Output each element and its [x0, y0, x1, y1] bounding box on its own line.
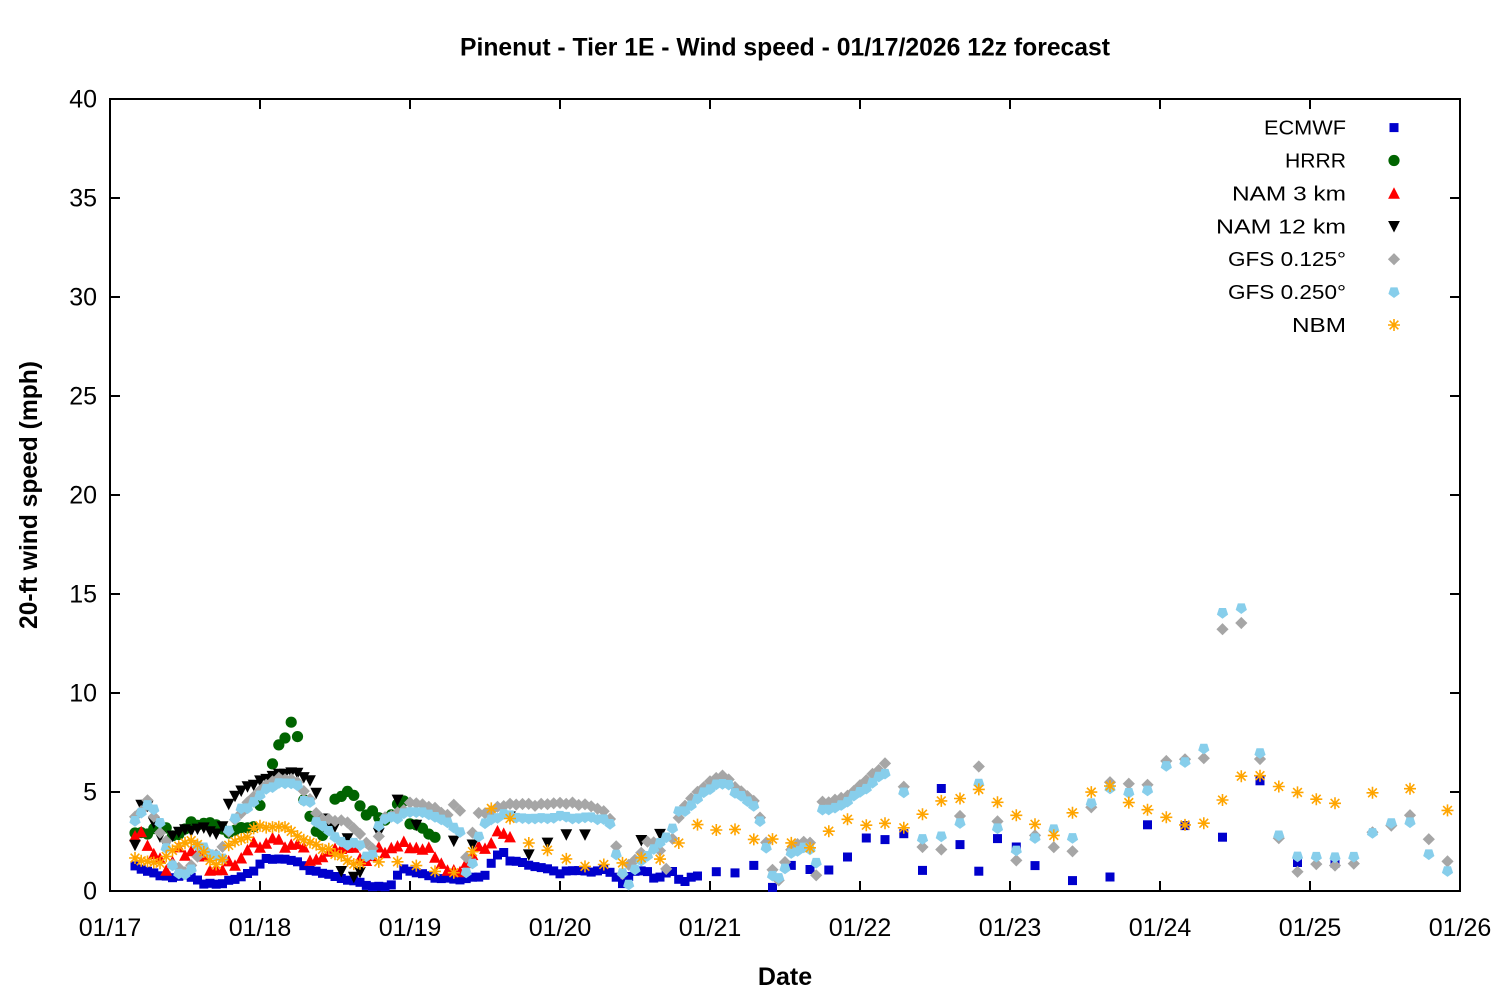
svg-text:01/23: 01/23 [979, 914, 1042, 942]
svg-text:GFS 0.125°: GFS 0.125° [1228, 249, 1346, 271]
svg-text:Pinenut - Tier 1E - Wind speed: Pinenut - Tier 1E - Wind speed - 01/17/2… [460, 34, 1111, 62]
svg-text:01/18: 01/18 [229, 914, 292, 942]
svg-text:HRRR: HRRR [1285, 151, 1346, 173]
svg-text:15: 15 [69, 581, 97, 609]
svg-text:20-ft wind speed (mph): 20-ft wind speed (mph) [15, 361, 43, 629]
svg-text:20: 20 [69, 482, 97, 510]
svg-text:01/19: 01/19 [379, 914, 442, 942]
svg-text:01/24: 01/24 [1129, 914, 1192, 942]
svg-text:25: 25 [69, 383, 97, 411]
svg-text:NBM: NBM [1292, 315, 1346, 337]
svg-text:01/17: 01/17 [79, 914, 142, 942]
svg-text:NAM 3 km: NAM 3 km [1232, 183, 1346, 205]
svg-text:01/20: 01/20 [529, 914, 592, 942]
svg-text:01/22: 01/22 [829, 914, 892, 942]
svg-text:01/21: 01/21 [679, 914, 742, 942]
svg-text:40: 40 [69, 86, 97, 114]
svg-text:5: 5 [83, 779, 97, 807]
svg-text:30: 30 [69, 284, 97, 312]
svg-text:GFS 0.250°: GFS 0.250° [1228, 282, 1346, 304]
svg-text:01/25: 01/25 [1279, 914, 1342, 942]
svg-text:01/26: 01/26 [1429, 914, 1492, 942]
svg-text:Date: Date [758, 963, 812, 991]
svg-text:35: 35 [69, 185, 97, 213]
svg-text:NAM 12 km: NAM 12 km [1216, 216, 1346, 238]
svg-text:10: 10 [69, 680, 97, 708]
svg-text:0: 0 [83, 878, 97, 906]
svg-text:ECMWF: ECMWF [1264, 118, 1346, 140]
